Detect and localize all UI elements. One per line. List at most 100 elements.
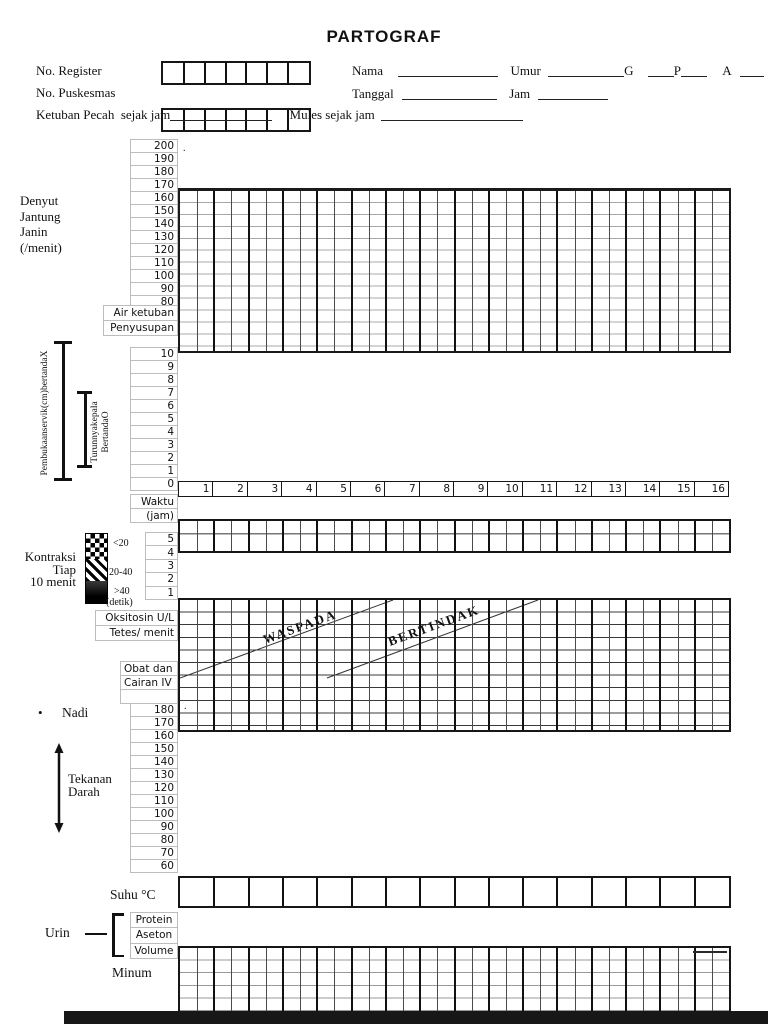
nadi-y-label: 110	[130, 794, 178, 808]
nadi-label: Nadi	[62, 705, 89, 720]
kontraksi-y-label: 4	[145, 545, 178, 560]
grid-vline	[245, 63, 248, 83]
fhr-y-label: 110	[130, 256, 178, 270]
grid-vline	[643, 521, 645, 551]
grid-vline	[590, 878, 593, 906]
grid-vline	[350, 521, 353, 551]
grid-vline	[522, 600, 525, 730]
nadi-y-label: 120	[130, 781, 178, 795]
membrane-labels: Air ketuban Penyusupan	[103, 305, 178, 336]
fhr-y-label: 150	[130, 204, 178, 218]
grid-vline	[693, 191, 696, 351]
grid-vline	[247, 521, 250, 551]
grid-vline	[213, 521, 216, 551]
cervix-y-label: 1	[130, 464, 178, 478]
grid-vline	[419, 948, 422, 1015]
tanggal-label: Tanggal	[352, 86, 394, 101]
urin-row-label: Aseton	[130, 927, 178, 944]
cervix-y-label: 8	[130, 373, 178, 387]
grid-vline	[608, 600, 610, 730]
nadi-y-label: 140	[130, 755, 178, 769]
grid-vline	[403, 948, 405, 1015]
grid-vline	[608, 948, 610, 1015]
viewer-page-edge	[64, 1011, 768, 1024]
jam-unit-label: (jam)	[130, 508, 178, 523]
cervix-grid: WASPADA BERTINDAK	[178, 598, 731, 732]
grid-vline	[334, 521, 336, 551]
membrane-row-label: Air ketuban	[103, 305, 178, 321]
g-label: G	[624, 63, 634, 78]
tekanan-label-line: Tekanan	[68, 771, 112, 786]
grid-vline	[522, 521, 525, 551]
grid-vline	[522, 191, 525, 351]
grid-vline	[419, 600, 422, 730]
obat-label-line	[120, 689, 178, 704]
membrane-row-label: Penyusupan	[103, 320, 178, 336]
hour-number: 6	[351, 482, 386, 496]
kontraksi-y-label: 3	[145, 558, 178, 574]
grid-vline	[711, 191, 713, 351]
tanggal-row: Tanggal Jam	[352, 86, 609, 102]
fhr-stray-mark: .	[183, 143, 186, 154]
grid-vline	[505, 521, 507, 551]
grid-vline	[316, 600, 319, 730]
grid-vline	[265, 948, 267, 1015]
nama-blank	[398, 64, 499, 77]
grid-vline	[300, 191, 302, 351]
urin-row-label: Volume	[130, 942, 178, 959]
grid-vline	[265, 521, 267, 551]
urin-label: Urin	[45, 925, 70, 940]
grid-vline	[693, 878, 696, 906]
grid-vline	[384, 600, 387, 730]
action-line-label: BERTINDAK	[386, 602, 482, 649]
grid-vline	[384, 521, 387, 551]
oxytocin-row-label: Oksitosin U/L	[95, 610, 178, 626]
kontraksi-label-line: Tiap	[52, 561, 76, 577]
grid-vline	[316, 878, 319, 906]
obat-label-line: Cairan IV	[120, 675, 178, 690]
grid-vline	[556, 191, 559, 351]
grid-vline	[625, 600, 628, 730]
grid-vline	[608, 521, 610, 551]
nama-row: Nama Umur G P A	[352, 63, 765, 79]
grid-vline	[590, 521, 593, 551]
grid-vline	[677, 600, 679, 730]
nadi-y-label: 80	[130, 833, 178, 847]
grid-vline	[316, 191, 319, 351]
nama-label: Nama	[352, 63, 384, 78]
alert-line	[180, 600, 394, 679]
grid-vline	[556, 521, 559, 551]
grid-vline	[659, 948, 662, 1015]
hour-number: 13	[592, 482, 626, 496]
hour-number: 14	[626, 482, 661, 496]
grid-vline	[350, 191, 353, 351]
grid-vline	[453, 191, 456, 351]
grid-vline	[419, 191, 422, 351]
page-title: PARTOGRAF	[326, 27, 442, 46]
legend-label-lt20: <20	[113, 538, 129, 549]
hour-number: 10	[488, 482, 523, 496]
minum-label: Minum	[112, 965, 152, 980]
grid-vline	[316, 948, 319, 1015]
grid-vline	[505, 948, 507, 1015]
grid-vline	[403, 191, 405, 351]
grid-vline	[590, 600, 593, 730]
grid-vline	[384, 948, 387, 1015]
fhr-y-axis: 200 190 180 170 160 150 140 130 120 110 100 90 80	[130, 139, 178, 309]
puskesmas-label: No. Puskesmas	[36, 85, 116, 100]
urin-dash	[85, 933, 107, 935]
fhr-y-label: 190	[130, 152, 178, 166]
grid-vline	[334, 948, 336, 1015]
jam-label: Jam	[509, 86, 531, 101]
legend-stripes-swatch	[86, 559, 107, 581]
grid-vline	[281, 191, 284, 351]
grid-vline	[711, 521, 713, 551]
urin-row-labels: Protein Aseton Volume	[130, 912, 178, 959]
dilation-bracket-bottom-cap	[54, 478, 72, 481]
grid-vline	[487, 948, 490, 1015]
grid-vline	[471, 948, 473, 1015]
grid-vline	[231, 191, 233, 351]
contraction-legend-bar	[85, 533, 108, 604]
grid-vline	[350, 600, 353, 730]
kontraksi-grid	[178, 946, 731, 1017]
